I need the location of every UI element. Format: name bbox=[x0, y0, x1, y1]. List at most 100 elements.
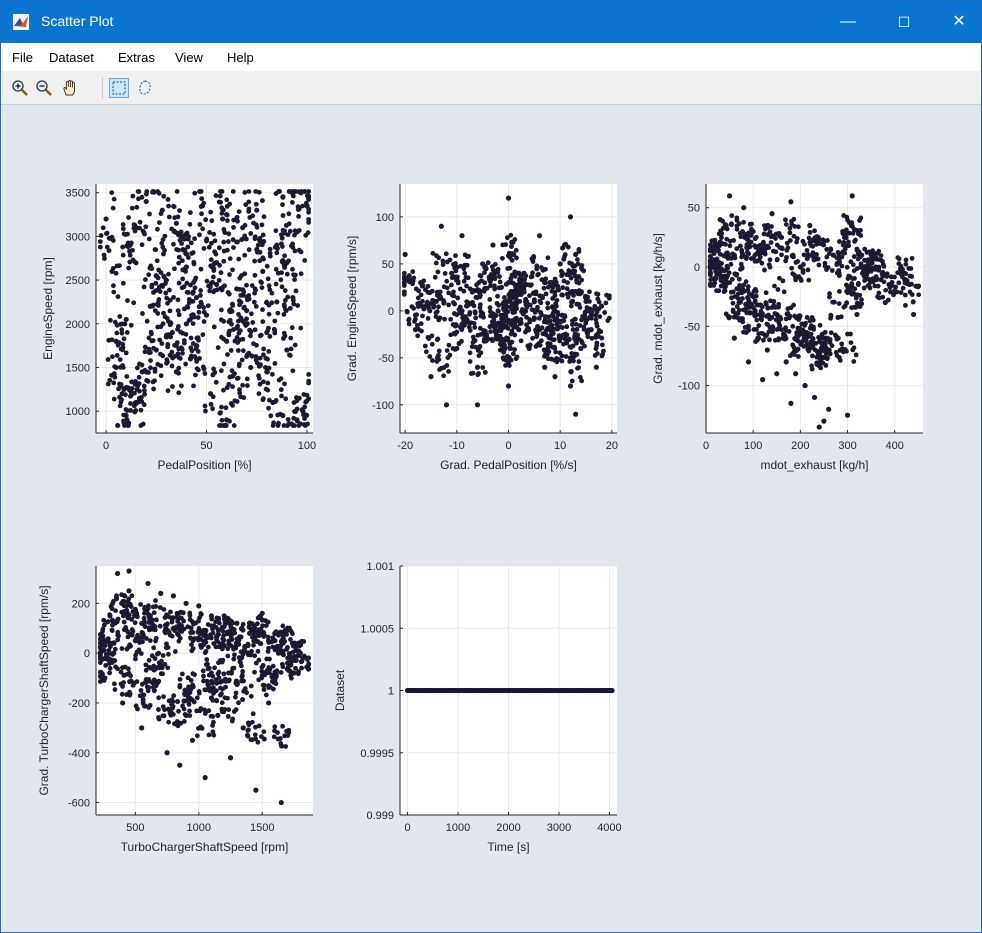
scatter-point bbox=[176, 390, 182, 396]
scatter-point bbox=[726, 315, 732, 321]
scatter-point bbox=[139, 725, 145, 731]
rectangle-select-icon[interactable] bbox=[109, 78, 129, 98]
title-bar[interactable]: Scatter Plot — ☐ ✕ bbox=[1, 1, 981, 43]
engine-speed-vs-pedal-axes[interactable]: 0 50 100100015002000250030003500PedalPosit… bbox=[41, 184, 316, 472]
grad-turbo-vs-turbo-axes[interactable]: 500 1000 1500-600-400-2000200TurboChargerS… bbox=[37, 566, 313, 854]
menu-dataset[interactable]: Dataset bbox=[49, 50, 94, 65]
scatter-point bbox=[739, 264, 745, 270]
scatter-point bbox=[562, 252, 568, 257]
scatter-point bbox=[270, 663, 276, 669]
scatter-point bbox=[893, 284, 899, 290]
close-button[interactable]: ✕ bbox=[952, 13, 966, 30]
scatter-point bbox=[851, 254, 857, 259]
scatter-point bbox=[239, 655, 245, 661]
scatter-point bbox=[507, 363, 512, 368]
scatter-point bbox=[545, 300, 551, 306]
scatter-point bbox=[414, 312, 420, 318]
scatter-point bbox=[122, 672, 127, 678]
scatter-point bbox=[226, 231, 232, 237]
scatter-point bbox=[243, 202, 249, 208]
scatter-point bbox=[745, 284, 751, 289]
scatter-point bbox=[127, 248, 132, 254]
scatter-point bbox=[505, 253, 511, 259]
scatter-point bbox=[190, 321, 196, 326]
scatter-point bbox=[732, 294, 738, 299]
scatter-point bbox=[169, 226, 175, 232]
scatter-point bbox=[402, 251, 408, 258]
scatter-point bbox=[202, 711, 208, 716]
minimize-button[interactable]: — bbox=[840, 13, 856, 30]
scatter-point bbox=[161, 274, 167, 280]
scatter-point bbox=[866, 266, 872, 272]
plots-canvas[interactable]: 0 50 100100015002000250030003500PedalPosit… bbox=[1, 105, 981, 932]
lasso-select-icon[interactable] bbox=[136, 79, 154, 97]
scatter-point bbox=[431, 304, 436, 310]
scatter-point bbox=[112, 364, 118, 369]
scatter-point bbox=[266, 365, 272, 371]
scatter-point bbox=[259, 632, 265, 637]
scatter-point bbox=[776, 336, 782, 342]
zoom-out-icon[interactable] bbox=[35, 79, 53, 97]
dataset-vs-time-axes[interactable]: 0 1000 2000 3000 40000.9990.999511.00051.001… bbox=[333, 561, 622, 854]
scatter-point bbox=[296, 653, 302, 659]
scatter-point bbox=[298, 642, 304, 648]
toolbar-separator bbox=[102, 77, 103, 99]
pan-hand-icon[interactable] bbox=[61, 79, 79, 97]
menu-file[interactable]: File bbox=[12, 50, 33, 65]
menu-extras[interactable]: Extras bbox=[118, 50, 155, 65]
scatter-point bbox=[113, 608, 118, 614]
scatter-point bbox=[213, 281, 220, 288]
scatter-point bbox=[203, 408, 208, 414]
scatter-point bbox=[207, 230, 213, 235]
scatter-point bbox=[131, 613, 137, 619]
scatter-point bbox=[865, 270, 870, 276]
scatter-point bbox=[280, 723, 286, 729]
menu-help[interactable]: Help bbox=[227, 50, 254, 65]
scatter-point bbox=[902, 292, 908, 298]
scatter-point bbox=[134, 365, 140, 371]
scatter-point bbox=[244, 316, 249, 322]
scatter-point bbox=[474, 364, 481, 370]
scatter-point bbox=[732, 255, 738, 261]
scatter-point bbox=[190, 630, 196, 635]
scatter-point bbox=[564, 286, 570, 292]
scatter-point bbox=[179, 258, 185, 264]
scatter-point bbox=[304, 412, 310, 418]
scatter-point bbox=[198, 612, 204, 617]
scatter-point bbox=[185, 255, 191, 260]
scatter-point bbox=[163, 281, 168, 286]
scatter-point bbox=[576, 249, 582, 254]
scatter-point bbox=[545, 255, 551, 261]
scatter-point bbox=[224, 197, 230, 203]
scatter-point bbox=[410, 269, 416, 275]
scatter-point bbox=[196, 626, 202, 631]
scatter-point bbox=[787, 230, 793, 236]
scatter-point bbox=[807, 318, 813, 324]
scatter-point bbox=[725, 280, 730, 286]
scatter-point bbox=[815, 256, 821, 262]
scatter-point bbox=[752, 236, 758, 242]
scatter-point bbox=[272, 724, 278, 730]
scatter-point bbox=[464, 254, 470, 260]
scatter-point bbox=[152, 627, 158, 633]
scatter-point bbox=[190, 341, 196, 346]
menu-view[interactable]: View bbox=[175, 50, 203, 65]
scatter-point bbox=[489, 319, 495, 325]
scatter-point bbox=[812, 228, 817, 234]
scatter-point bbox=[440, 262, 446, 268]
scatter-point bbox=[229, 670, 234, 676]
zoom-in-icon[interactable] bbox=[11, 79, 29, 97]
scatter-point bbox=[126, 420, 132, 426]
scatter-point bbox=[186, 702, 192, 707]
scatter-point bbox=[295, 303, 301, 308]
maximize-button[interactable]: ☐ bbox=[897, 14, 911, 30]
scatter-point bbox=[586, 328, 592, 333]
scatter-point bbox=[213, 379, 219, 385]
scatter-point bbox=[454, 265, 460, 270]
scatter-point bbox=[219, 691, 224, 697]
scatter-point bbox=[846, 239, 851, 245]
scatter-point bbox=[252, 234, 258, 240]
scatter-point bbox=[230, 626, 236, 632]
